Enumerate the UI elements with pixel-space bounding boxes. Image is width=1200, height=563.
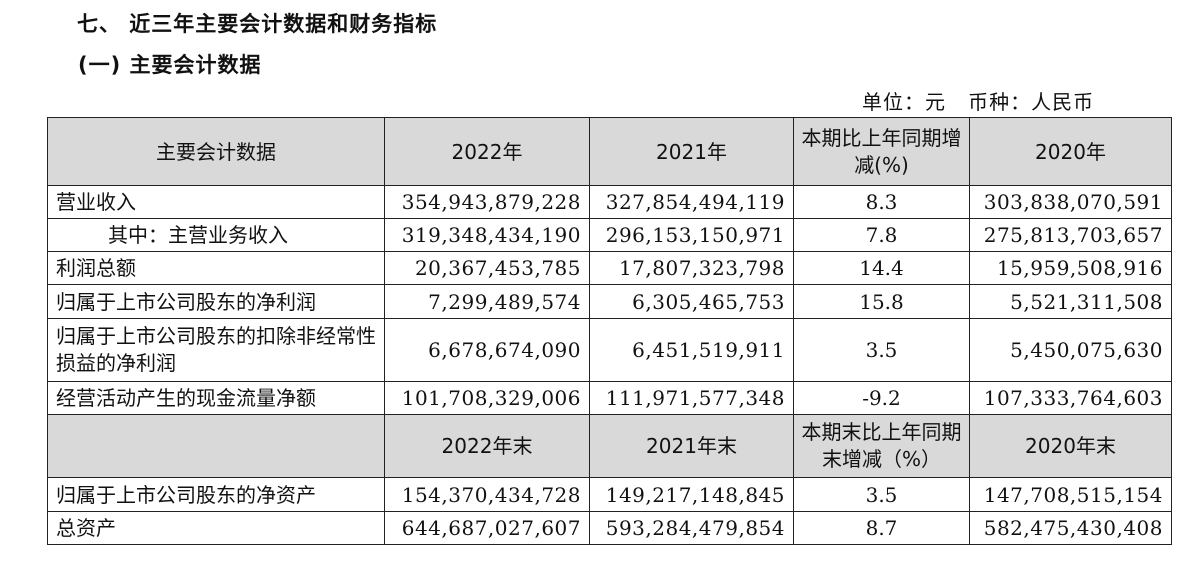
cell-2022: 7,299,489,574 bbox=[384, 284, 590, 319]
cell-change: 15.8 bbox=[793, 284, 970, 319]
table-header-row: 2022年末 2021年末 本期末比上年同期末增减（%） 2020年末 bbox=[47, 414, 1172, 478]
row-label: 归属于上市公司股东的扣除非经常性损益的净利润 bbox=[47, 318, 385, 382]
header-change-end: 本期末比上年同期末增减（%） bbox=[793, 414, 970, 478]
cell-change: -9.2 bbox=[793, 381, 970, 415]
cell-change: 8.3 bbox=[793, 185, 970, 219]
cell-2020: 15,959,508,916 bbox=[969, 251, 1172, 285]
cell-2022: 154,370,434,728 bbox=[384, 477, 590, 512]
cell-2020: 303,838,070,591 bbox=[969, 185, 1172, 219]
table-row: 总资产 644,687,027,607 593,284,479,854 8.7 … bbox=[47, 511, 1172, 545]
cell-2020: 582,475,430,408 bbox=[969, 511, 1172, 545]
header-label: 主要会计数据 bbox=[47, 117, 385, 186]
cell-2021: 17,807,323,798 bbox=[589, 251, 794, 285]
row-label: 归属于上市公司股东的净利润 bbox=[47, 284, 385, 319]
cell-2020: 107,333,764,603 bbox=[969, 381, 1172, 415]
row-label: 归属于上市公司股东的净资产 bbox=[47, 477, 385, 512]
table-header-row: 主要会计数据 2022年 2021年 本期比上年同期增减(%) 2020年 bbox=[47, 117, 1172, 186]
cell-2022: 644,687,027,607 bbox=[384, 511, 590, 545]
cell-change: 3.5 bbox=[793, 477, 970, 512]
table-row: 归属于上市公司股东的扣除非经常性损益的净利润 6,678,674,090 6,4… bbox=[47, 318, 1172, 382]
header-2020: 2020年 bbox=[969, 117, 1172, 186]
accounting-data-table: 主要会计数据 2022年 2021年 本期比上年同期增减(%) 2020年 营业… bbox=[47, 117, 1172, 545]
header-2021-end: 2021年末 bbox=[589, 414, 794, 478]
cell-2022: 319,348,434,190 bbox=[384, 218, 590, 252]
header-2022: 2022年 bbox=[384, 117, 590, 186]
unit-currency-note: 单位：元 币种：人民币 bbox=[862, 90, 1095, 114]
cell-change: 7.8 bbox=[793, 218, 970, 252]
cell-change: 3.5 bbox=[793, 318, 970, 382]
header-label bbox=[47, 414, 385, 478]
header-2022-end: 2022年末 bbox=[384, 414, 590, 478]
row-label: 总资产 bbox=[47, 511, 385, 545]
section-heading: 七、 近三年主要会计数据和财务指标 bbox=[77, 12, 438, 36]
cell-2021: 111,971,577,348 bbox=[589, 381, 794, 415]
cell-change: 14.4 bbox=[793, 251, 970, 285]
cell-2021: 149,217,148,845 bbox=[589, 477, 794, 512]
table-row: 利润总额 20,367,453,785 17,807,323,798 14.4 … bbox=[47, 251, 1172, 285]
cell-2022: 354,943,879,228 bbox=[384, 185, 590, 219]
cell-2022: 20,367,453,785 bbox=[384, 251, 590, 285]
row-label: 经营活动产生的现金流量净额 bbox=[47, 381, 385, 415]
cell-2020: 275,813,703,657 bbox=[969, 218, 1172, 252]
header-change: 本期比上年同期增减(%) bbox=[793, 117, 970, 186]
cell-change: 8.7 bbox=[793, 511, 970, 545]
header-2021: 2021年 bbox=[589, 117, 794, 186]
row-label: 利润总额 bbox=[47, 251, 385, 285]
cell-2020: 5,521,311,508 bbox=[969, 284, 1172, 319]
row-label: 其中：主营业务收入 bbox=[47, 218, 385, 252]
table-row: 其中：主营业务收入 319,348,434,190 296,153,150,97… bbox=[47, 218, 1172, 252]
cell-2021: 6,305,465,753 bbox=[589, 284, 794, 319]
table-row: 归属于上市公司股东的净利润 7,299,489,574 6,305,465,75… bbox=[47, 284, 1172, 319]
cell-2021: 327,854,494,119 bbox=[589, 185, 794, 219]
subsection-heading: (一) 主要会计数据 bbox=[78, 53, 262, 77]
cell-2020: 147,708,515,154 bbox=[969, 477, 1172, 512]
cell-2020: 5,450,075,630 bbox=[969, 318, 1172, 382]
table-row: 经营活动产生的现金流量净额 101,708,329,006 111,971,57… bbox=[47, 381, 1172, 415]
row-label: 营业收入 bbox=[47, 185, 385, 219]
cell-2021: 6,451,519,911 bbox=[589, 318, 794, 382]
header-2020-end: 2020年末 bbox=[969, 414, 1172, 478]
table-row: 营业收入 354,943,879,228 327,854,494,119 8.3… bbox=[47, 185, 1172, 219]
cell-2021: 296,153,150,971 bbox=[589, 218, 794, 252]
cell-2022: 101,708,329,006 bbox=[384, 381, 590, 415]
cell-2021: 593,284,479,854 bbox=[589, 511, 794, 545]
cell-2022: 6,678,674,090 bbox=[384, 318, 590, 382]
table-row: 归属于上市公司股东的净资产 154,370,434,728 149,217,14… bbox=[47, 477, 1172, 512]
